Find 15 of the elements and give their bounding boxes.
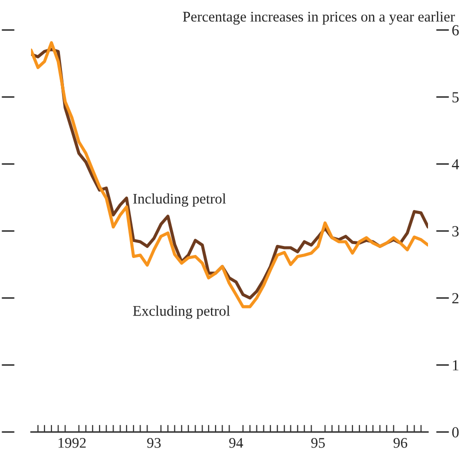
y-tick-label: 6 bbox=[452, 25, 459, 36]
y-tick-label: 5 bbox=[452, 92, 459, 102]
y-tick-label: 2 bbox=[452, 293, 458, 304]
x-tick-label: 96 bbox=[394, 438, 408, 448]
x-tick-label: 93 bbox=[147, 438, 161, 448]
y-tick-label: 3 bbox=[452, 226, 459, 236]
y-tick-label: 4 bbox=[452, 159, 460, 170]
x-tick-label: 94 bbox=[229, 438, 244, 448]
x-tick-label: 95 bbox=[311, 438, 325, 448]
series-label: Including petrol bbox=[133, 193, 226, 207]
chart-title: Percentage increases in prices on a year earlier bbox=[182, 11, 455, 25]
series-label: Excluding petrol bbox=[133, 306, 230, 319]
y-tick-label: 0 bbox=[452, 427, 459, 438]
x-tick-label: 1992 bbox=[58, 438, 86, 448]
y-tick-label: 1 bbox=[452, 360, 458, 370]
